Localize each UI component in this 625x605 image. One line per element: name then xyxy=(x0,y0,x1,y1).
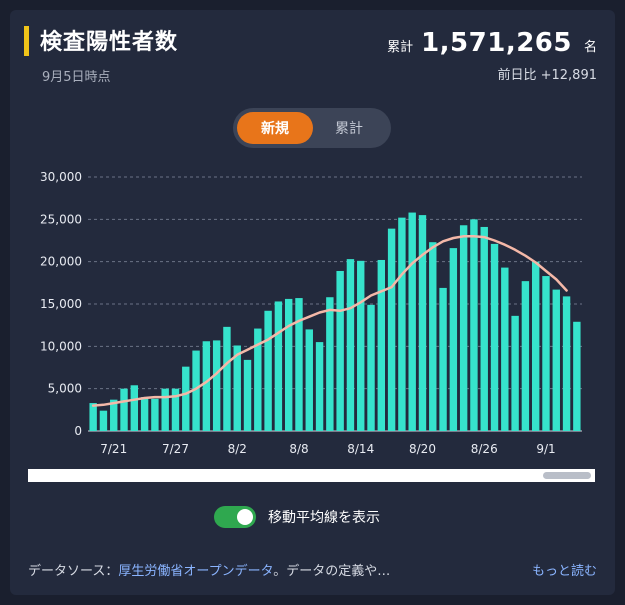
bar xyxy=(264,310,272,431)
bar xyxy=(171,388,180,431)
bar xyxy=(470,219,478,431)
bar xyxy=(161,388,169,431)
scrollbar-thumb[interactable] xyxy=(543,472,591,479)
x-tick-label: 7/27 xyxy=(162,442,189,456)
y-tick-label: 0 xyxy=(74,424,82,438)
day-over-day-diff: 前日比 +12,891 xyxy=(497,68,597,83)
bar xyxy=(367,304,375,431)
bar xyxy=(284,298,293,431)
source-prefix: データソース： xyxy=(28,564,119,579)
bar xyxy=(192,350,200,431)
bar xyxy=(387,228,396,431)
x-tick-label: 8/20 xyxy=(409,442,436,456)
moving-average-switch[interactable] xyxy=(214,506,256,528)
bar xyxy=(315,342,324,431)
data-source-note: データソース：厚生労働省オープンデータ。データの定義や… xyxy=(28,560,390,579)
positive-cases-chart: 0 5,000 10,000 15,000 20,000 25,000 30,000 7/21… xyxy=(40,170,582,456)
bar xyxy=(562,296,571,431)
bar xyxy=(89,403,97,431)
bar xyxy=(182,366,190,431)
total-unit: 名 xyxy=(583,40,597,55)
bar xyxy=(99,410,108,431)
view-toggle: 新規 累計 xyxy=(233,108,391,148)
total-count: 累計 1,571,265 名 xyxy=(387,28,597,58)
bar xyxy=(429,242,437,431)
switch-knob xyxy=(237,509,253,525)
y-tick-label: 5,000 xyxy=(48,382,82,396)
bar xyxy=(521,281,530,431)
bar xyxy=(408,212,416,431)
moving-average-line xyxy=(91,235,568,407)
source-link[interactable]: 厚生労働省オープンデータ xyxy=(118,564,274,579)
bar xyxy=(212,340,221,431)
read-more-link[interactable]: もっと読む xyxy=(531,564,597,579)
tab-new[interactable]: 新規 xyxy=(237,112,313,144)
y-tick-label: 25,000 xyxy=(40,212,82,226)
bar xyxy=(449,248,458,431)
bar xyxy=(326,297,334,431)
bar xyxy=(511,315,519,431)
card-title: 検査陽性者数 xyxy=(40,30,179,55)
bar xyxy=(295,298,303,431)
bar xyxy=(130,385,139,431)
bar xyxy=(120,388,128,431)
bar xyxy=(336,270,344,431)
source-suffix: 。データの定義や… xyxy=(273,564,391,579)
bar xyxy=(480,226,488,431)
positive-cases-card: 検査陽性者数 9月5日時点 累計 1,571,265 名 前日比 +12,891… xyxy=(10,10,615,595)
bar xyxy=(439,287,447,431)
bar xyxy=(490,243,499,431)
bar xyxy=(418,215,427,431)
bar xyxy=(573,321,581,431)
x-tick-label: 8/2 xyxy=(228,442,247,456)
bar xyxy=(223,326,231,431)
y-tick-label: 15,000 xyxy=(40,297,82,311)
x-tick-label: 8/8 xyxy=(289,442,308,456)
x-tick-label: 7/21 xyxy=(100,442,127,456)
bar xyxy=(254,328,262,431)
bar xyxy=(305,329,313,431)
y-tick-label: 10,000 xyxy=(40,339,82,353)
y-tick-label: 20,000 xyxy=(40,255,82,269)
title-accent-bar xyxy=(24,26,29,56)
total-value: 1,571,265 xyxy=(421,28,572,58)
bar xyxy=(110,399,118,431)
bar xyxy=(501,267,509,431)
bar xyxy=(151,398,159,431)
x-tick-label: 9/1 xyxy=(536,442,555,456)
bar xyxy=(233,345,241,431)
x-tick-label: 8/26 xyxy=(471,442,498,456)
bar xyxy=(531,261,540,431)
bar xyxy=(459,225,468,431)
bar xyxy=(346,259,355,431)
bar xyxy=(140,397,149,431)
moving-average-toggle[interactable]: 移動平均線を表示 xyxy=(214,506,380,528)
bar xyxy=(243,359,252,431)
moving-average-label: 移動平均線を表示 xyxy=(268,510,380,526)
tab-cumulative[interactable]: 累計 xyxy=(335,121,363,137)
y-tick-label: 30,000 xyxy=(40,170,82,184)
bar xyxy=(398,217,406,431)
total-label: 累計 xyxy=(387,40,414,55)
bar xyxy=(542,276,550,431)
bar xyxy=(274,301,283,431)
bar xyxy=(357,260,365,431)
chart-scrollbar[interactable] xyxy=(28,469,595,482)
bar xyxy=(202,341,211,431)
bar xyxy=(552,289,560,431)
as-of-date: 9月5日時点 xyxy=(42,70,111,85)
x-tick-label: 8/14 xyxy=(347,442,374,456)
bar xyxy=(377,259,386,431)
